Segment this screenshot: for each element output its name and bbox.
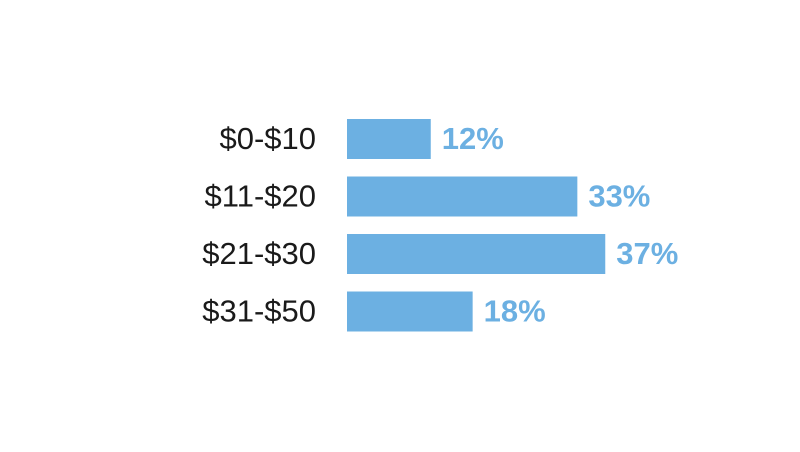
bar [347, 119, 431, 159]
category-label: $21-$30 [202, 236, 316, 271]
value-label: 37% [616, 236, 678, 271]
category-label: $11-$20 [205, 179, 316, 214]
value-label: 33% [588, 179, 650, 214]
value-label: 18% [484, 294, 546, 329]
category-label: $0-$10 [219, 121, 316, 156]
bar [347, 176, 578, 217]
bar [347, 291, 473, 332]
category-label: $31-$50 [202, 294, 316, 329]
bar [347, 234, 606, 274]
value-label: 12% [442, 121, 504, 156]
